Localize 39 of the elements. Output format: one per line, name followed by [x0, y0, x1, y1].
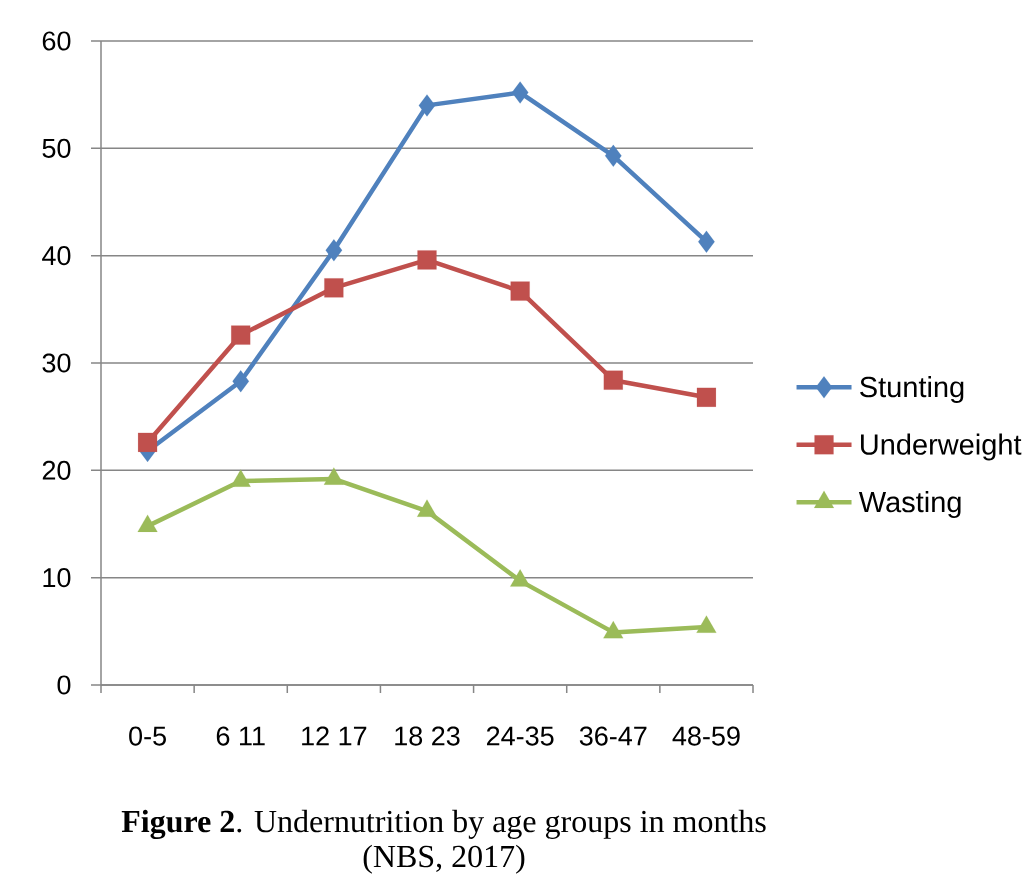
y-tick-label: 60: [42, 31, 71, 51]
text: (NBS, 2017): [363, 844, 525, 874]
point: [510, 281, 530, 301]
point: [698, 230, 715, 253]
point: [696, 387, 716, 407]
legend-label: Wasting: [858, 491, 961, 519]
point: [325, 239, 343, 262]
legend-label: Stunting: [860, 376, 964, 404]
point: [510, 569, 531, 587]
point: [138, 432, 158, 452]
y-tick-label: 40: [42, 246, 71, 266]
legend-label: Underweight: [861, 433, 1022, 461]
y-tick-label: 30: [42, 353, 71, 373]
point: [511, 81, 529, 104]
x-tick-label: 12 17: [302, 726, 367, 746]
point: [603, 620, 624, 639]
point: [696, 615, 717, 633]
x-tick-label: 48-59: [672, 726, 740, 746]
y-tick-label: 0: [57, 675, 71, 695]
point: [137, 514, 158, 532]
point: [232, 370, 250, 393]
text: Figure 2. Undernutrition by age groups in months: [121, 809, 766, 840]
point: [416, 499, 438, 517]
point: [323, 467, 344, 485]
point: [231, 325, 251, 345]
point: [604, 144, 622, 167]
y-tick-label: 10: [43, 568, 71, 588]
x-tick-label: 6 11: [216, 726, 265, 746]
x-tick-label: 36-47: [579, 726, 647, 746]
point: [230, 469, 251, 487]
x-tick-label: 24-35: [486, 726, 554, 746]
point: [418, 94, 436, 117]
point: [324, 278, 344, 298]
x-tick-label: 18 23: [395, 726, 460, 746]
point: [603, 370, 623, 390]
y-tick-label: 20: [42, 460, 71, 480]
y-tick-label: 50: [42, 138, 71, 158]
x-tick-label: 0-5: [129, 726, 166, 746]
point: [417, 250, 437, 270]
